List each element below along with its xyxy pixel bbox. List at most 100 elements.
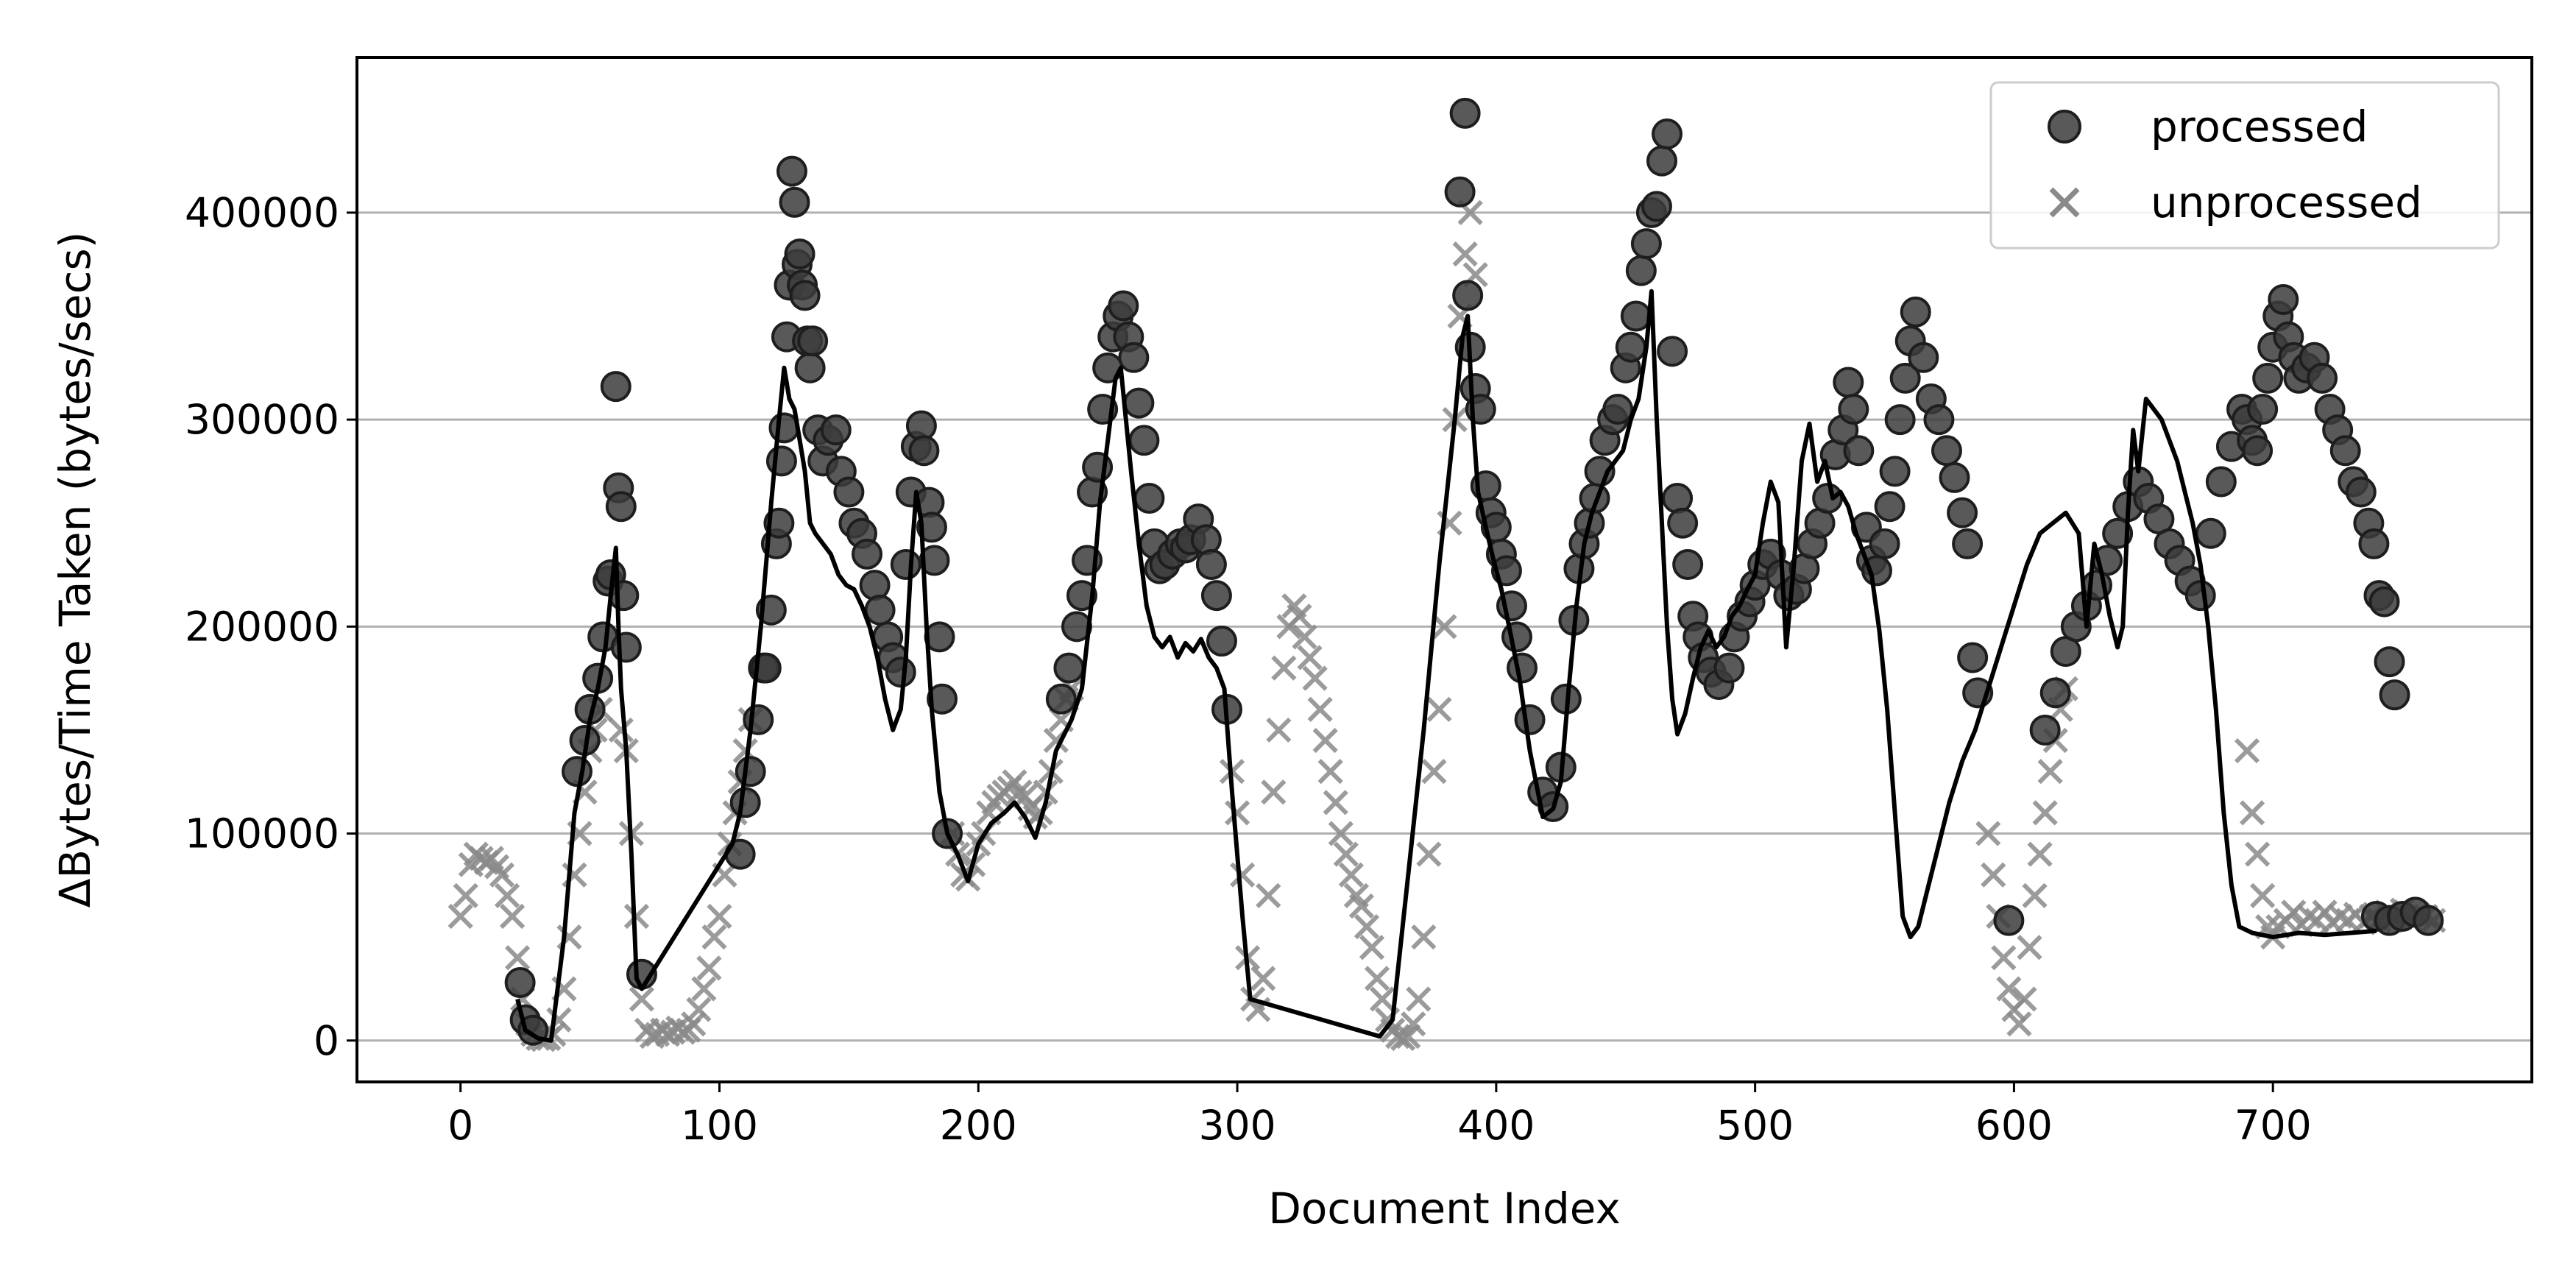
unprocessed-point: [1452, 241, 1478, 267]
unprocessed-point: [2032, 800, 2058, 826]
y-tick-label: 100000: [185, 810, 339, 857]
x-tick-label: 300: [1199, 1102, 1276, 1149]
processed-point: [2329, 435, 2361, 467]
unprocessed-point: [504, 945, 531, 971]
processed-point: [2029, 714, 2061, 746]
unprocessed-point: [1323, 790, 1348, 815]
unprocessed-point: [681, 1011, 707, 1037]
processed-point: [2252, 362, 2284, 394]
processed-point: [859, 570, 891, 601]
processed-point: [562, 756, 593, 788]
unprocessed-point: [1421, 759, 1447, 785]
unprocessed-point: [1416, 841, 1442, 867]
unprocessed-point: [453, 882, 478, 909]
processed-point: [2358, 528, 2390, 559]
trend-line: [515, 289, 2377, 1043]
unprocessed-point: [2281, 899, 2307, 925]
processed-point: [1123, 387, 1155, 419]
processed-point: [2205, 466, 2237, 498]
processed-point: [1672, 548, 1704, 580]
unprocessed-point: [1250, 966, 1276, 991]
processed-point: [833, 476, 865, 508]
processed-point: [864, 594, 896, 626]
unprocessed-point: [701, 924, 727, 950]
unprocessed-point: [2022, 882, 2048, 909]
processed-point: [1667, 507, 1699, 539]
unprocessed-point: [686, 997, 712, 1022]
processed-point: [610, 631, 642, 663]
unprocessed-point: [1426, 696, 1452, 722]
processed-point: [1615, 331, 1646, 363]
processed-point: [1053, 652, 1085, 684]
processed-point: [1952, 528, 1984, 559]
processed-point: [1444, 176, 1476, 208]
unprocessed-point: [1369, 986, 1395, 1012]
unprocessed-point: [1406, 986, 1432, 1012]
unprocessed-point: [1359, 935, 1385, 960]
legend-label-processed: processed: [2151, 102, 2368, 152]
processed-point: [600, 371, 631, 403]
processed-point: [1939, 461, 1970, 493]
unprocessed-point: [1287, 604, 1312, 629]
processed-point: [1646, 145, 1677, 177]
processed-point: [1602, 394, 1634, 425]
x-tick-label: 200: [940, 1102, 1017, 1149]
processed-point: [1200, 580, 1232, 612]
processed-point: [776, 155, 807, 187]
processed-point: [1662, 482, 1694, 514]
unprocessed-point: [1401, 1011, 1426, 1037]
processed-point: [779, 186, 810, 218]
processed-point: [1514, 704, 1546, 735]
unprocessed-point: [1328, 821, 1354, 846]
processed-point: [1108, 290, 1139, 322]
processed-point: [2345, 476, 2377, 508]
unprocessed-point: [1261, 779, 1287, 805]
unprocessed-point: [623, 903, 650, 930]
processed-point: [2379, 679, 2410, 711]
unprocessed-point: [1996, 976, 2022, 1002]
unprocessed-point: [1354, 913, 1380, 940]
processed-point: [605, 491, 637, 523]
x-tick-label: 600: [1975, 1102, 2053, 1149]
plot-area: [447, 97, 2446, 1052]
processed-point: [919, 545, 950, 576]
processed-point: [1118, 342, 1150, 373]
unprocessed-point: [2027, 841, 2053, 867]
unprocessed-point: [2250, 882, 2276, 909]
unprocessed-point: [1981, 862, 2006, 888]
processed-point: [1641, 191, 1672, 222]
processed-point: [1449, 97, 1481, 129]
legend: processed unprocessed: [1989, 81, 2500, 250]
processed-point: [2374, 646, 2405, 678]
unprocessed-point: [2017, 935, 2042, 960]
processed-point: [885, 657, 916, 688]
processed-point: [1812, 482, 1844, 514]
processed-point: [1843, 435, 1875, 467]
processed-point: [1133, 482, 1165, 514]
processed-point: [1652, 118, 1683, 150]
unprocessed-point: [1338, 862, 1364, 888]
processed-point: [1923, 404, 1955, 436]
unprocessed-point: [499, 903, 526, 930]
processed-point: [1657, 336, 1688, 367]
processed-point: [794, 352, 826, 383]
processed-point: [1452, 280, 1484, 311]
processed-point: [735, 756, 766, 788]
processed-point: [765, 445, 797, 477]
processed-point: [2268, 284, 2299, 316]
unprocessed-point: [1256, 882, 1281, 909]
unprocessed-point: [2239, 800, 2265, 826]
unprocessed-point: [1271, 655, 1297, 681]
unprocessed-point: [608, 717, 634, 743]
unprocessed-point: [2006, 1011, 2032, 1037]
series-processed: [504, 97, 2444, 1046]
processed-point: [1889, 362, 1921, 394]
unprocessed-point: [1333, 841, 1359, 867]
y-axis-title: ΔBytes/Time Taken (bytes/secs): [50, 232, 100, 908]
processed-point: [1066, 580, 1097, 612]
unprocessed-point: [1224, 800, 1250, 826]
unprocessed-point: [1297, 645, 1323, 670]
x-tick-label: 400: [1457, 1102, 1535, 1149]
x-axis-title: Document Index: [1268, 1183, 1621, 1234]
